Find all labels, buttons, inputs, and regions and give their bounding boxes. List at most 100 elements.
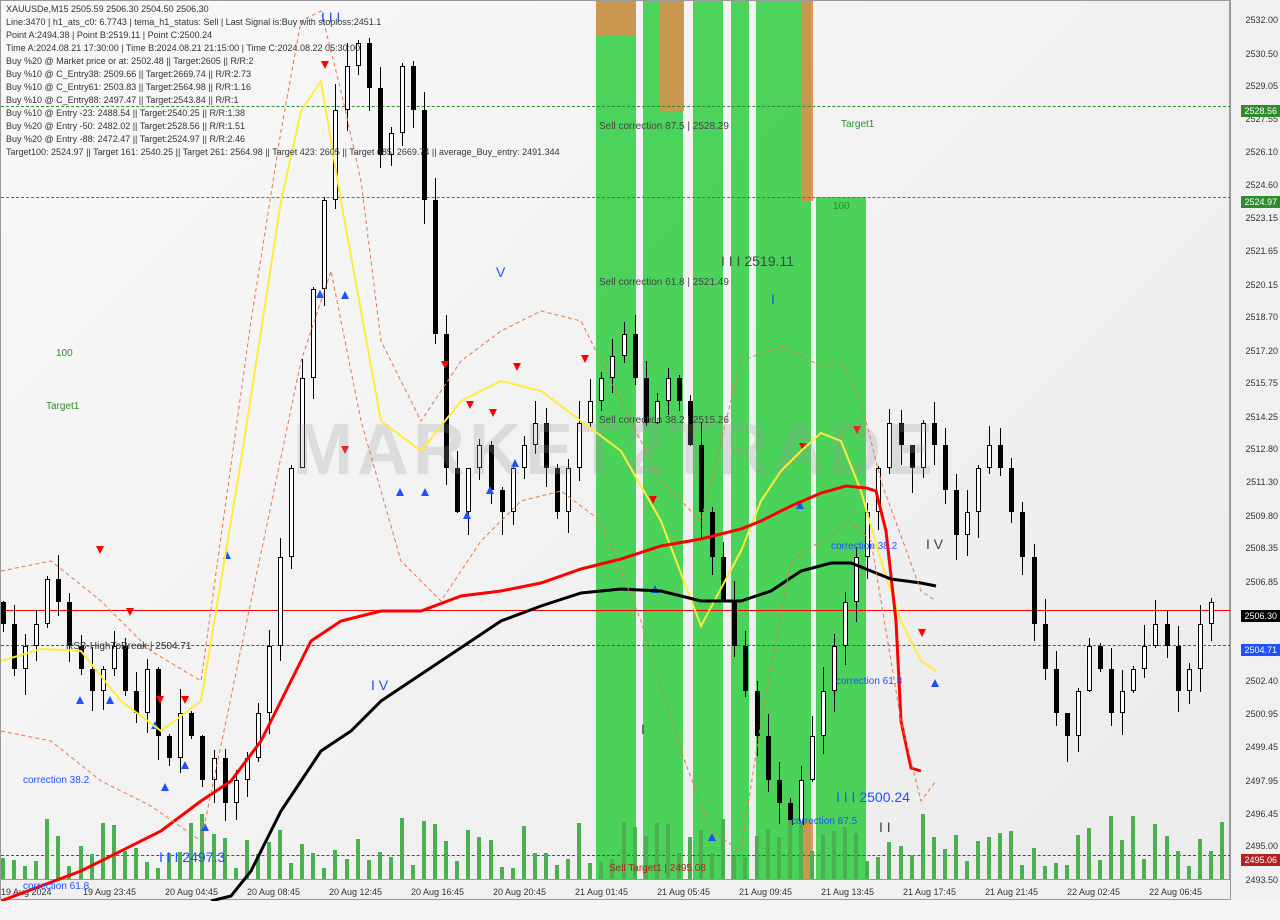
- volume-bar: [1065, 865, 1069, 879]
- signal-zone: [816, 197, 866, 881]
- price-tick: 2497.95: [1245, 776, 1278, 786]
- volume-bar: [356, 839, 360, 879]
- price-tick: 2508.35: [1245, 543, 1278, 553]
- volume-bar: [865, 861, 869, 879]
- volume-bar: [278, 830, 282, 879]
- volume-bar: [45, 819, 49, 879]
- volume-bar: [1009, 831, 1013, 879]
- price-tick: 2530.50: [1245, 49, 1278, 59]
- chart-annotation: RSB-HighToBreak | 2504.71: [66, 641, 191, 652]
- volume-bar: [876, 857, 880, 879]
- volume-bar: [67, 866, 71, 879]
- chart-annotation: 100: [56, 348, 73, 359]
- volume-bar: [433, 824, 437, 879]
- volume-bar: [854, 833, 858, 879]
- price-tick: 2506.85: [1245, 577, 1278, 587]
- chart-annotation: I: [771, 291, 775, 307]
- time-tick: 22 Aug 06:45: [1149, 887, 1202, 897]
- time-tick: 21 Aug 09:45: [739, 887, 792, 897]
- volume-bar: [12, 860, 16, 879]
- price-marker: 2524.97: [1241, 196, 1280, 208]
- price-marker: 2528.56: [1241, 105, 1280, 117]
- volume-bar: [766, 829, 770, 879]
- volume-bar: [378, 852, 382, 879]
- buy-arrow-icon: [931, 679, 939, 687]
- volume-bar: [511, 868, 515, 879]
- volume-bar: [112, 825, 116, 879]
- volume-bar: [400, 818, 404, 879]
- volume-bar: [322, 868, 326, 879]
- price-tick: 2524.60: [1245, 180, 1278, 190]
- volume-bar: [256, 854, 260, 879]
- volume-bar: [544, 853, 548, 879]
- sell-arrow-icon: [96, 546, 104, 554]
- volume-bar: [821, 834, 825, 879]
- volume-bar: [943, 849, 947, 879]
- chart-area[interactable]: MARKET2TRADE XAUUSDe,M15 2505.59 2506.30…: [0, 0, 1230, 900]
- volume-bar: [500, 867, 504, 879]
- time-tick: 21 Aug 21:45: [985, 887, 1038, 897]
- volume-bar: [1098, 860, 1102, 879]
- signal-zone-orange: [801, 1, 813, 201]
- chart-annotation: correction 87.5: [791, 816, 857, 827]
- info-line: Buy %10 @ C_Entry88: 2497.47 || Target:2…: [6, 94, 560, 107]
- sell-arrow-icon: [466, 401, 474, 409]
- price-tick: 2502.40: [1245, 676, 1278, 686]
- chart-annotation: correction 61.8: [836, 676, 902, 687]
- volume-bar: [732, 856, 736, 879]
- volume-bar: [34, 861, 38, 879]
- volume-bar: [477, 837, 481, 879]
- volume-bar: [455, 861, 459, 879]
- volume-bar: [1198, 839, 1202, 879]
- info-line: Line:3470 | h1_ats_c0: 6.7743 | tema_h1_…: [6, 16, 560, 29]
- info-line: Buy %20 @ Entry -88: 2472.47 || Target:2…: [6, 133, 560, 146]
- price-tick: 2495.00: [1245, 841, 1278, 851]
- sell-arrow-icon: [581, 355, 589, 363]
- info-line: Buy %10 @ C_Entry38: 2509.66 || Target:2…: [6, 68, 560, 81]
- price-tick: 2518.70: [1245, 312, 1278, 322]
- price-tick: 2514.25: [1245, 412, 1278, 422]
- volume-bar: [300, 844, 304, 879]
- volume-bar: [976, 841, 980, 879]
- volume-bar: [810, 851, 814, 879]
- volume-bar: [522, 826, 526, 879]
- chart-annotation: 100: [833, 201, 850, 212]
- volume-bar: [56, 836, 60, 879]
- volume-bar: [710, 853, 714, 879]
- volume-bar: [1165, 836, 1169, 879]
- chart-annotation: correction 38.2: [23, 775, 89, 786]
- level-line: [1, 197, 1231, 198]
- volume-bar: [1043, 866, 1047, 879]
- chart-annotation: I: [641, 721, 645, 737]
- buy-arrow-icon: [106, 696, 114, 704]
- volume-bar: [1, 858, 5, 879]
- time-tick: 20 Aug 04:45: [165, 887, 218, 897]
- info-line: Point A:2494.38 | Point B:2519.11 | Poin…: [6, 29, 560, 42]
- price-tick: 2511.30: [1246, 477, 1278, 487]
- volume-bar: [1220, 822, 1224, 879]
- buy-arrow-icon: [463, 511, 471, 519]
- sell-arrow-icon: [649, 496, 657, 504]
- time-tick: 22 Aug 02:45: [1067, 887, 1120, 897]
- volume-bar: [411, 865, 415, 879]
- price-marker: 2504.71: [1241, 644, 1280, 656]
- symbol-label: XAUUSDe,M15: [6, 4, 69, 14]
- price-tick: 2509.80: [1245, 511, 1278, 521]
- price-tick: 2520.15: [1245, 280, 1278, 290]
- volume-bar: [267, 842, 271, 879]
- volume-bar: [777, 837, 781, 879]
- price-marker: 2495.06: [1241, 854, 1280, 866]
- volume-bar: [79, 846, 83, 879]
- price-marker: 2506.30: [1241, 610, 1280, 622]
- volume-bar: [799, 821, 803, 879]
- chart-annotation: V: [496, 264, 505, 280]
- chart-annotation: Sell Target1 | 2495.08: [609, 863, 706, 874]
- volume-bar: [311, 853, 315, 879]
- price-tick: 2523.15: [1245, 213, 1278, 223]
- sell-arrow-icon: [441, 361, 449, 369]
- volume-bar: [998, 833, 1002, 879]
- volume-bar: [1087, 828, 1091, 879]
- info-line: Buy %20 @ Entry -50: 2482.02 || Target:2…: [6, 120, 560, 133]
- sell-arrow-icon: [156, 696, 164, 704]
- price-tick: 2500.95: [1245, 709, 1278, 719]
